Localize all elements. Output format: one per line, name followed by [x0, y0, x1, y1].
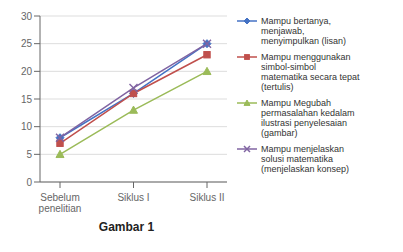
svg-text:Sebelumpenelitian: Sebelumpenelitian	[39, 192, 82, 214]
html-text:Mampu menjelaskan: Mampu menjelaskan	[261, 144, 344, 154]
html-text:solusi matematika: solusi matematika	[261, 154, 333, 164]
html-text:menyimpulkan (lisan): menyimpulkan (lisan)	[261, 36, 346, 46]
svg-text:Siklus II: Siklus II	[189, 192, 224, 203]
html-text:Mampu bertanya,: Mampu bertanya,	[261, 16, 331, 26]
html-text:matematika secara tepat: matematika secara tepat	[261, 72, 360, 82]
svg-text:30: 30	[21, 11, 33, 22]
svg-text:0: 0	[26, 177, 32, 188]
html-text:permasalahan kedalam: permasalahan kedalam	[261, 108, 355, 118]
html-text:(gambar): (gambar)	[261, 128, 298, 138]
svg-text:5: 5	[26, 149, 32, 160]
html-text:(menjelaskan konsep): (menjelaskan konsep)	[261, 164, 349, 174]
svg-text:Siklus I: Siklus I	[117, 192, 149, 203]
svg-text:10: 10	[21, 121, 33, 132]
html-text:simbol-simbol: simbol-simbol	[261, 62, 316, 72]
html-text:Gambar 1: Gambar 1	[98, 220, 155, 234]
html-text:Mampu menggunakan: Mampu menggunakan	[261, 52, 351, 62]
html-text:Mampu Megubah: Mampu Megubah	[261, 98, 331, 108]
html-text:menjawab,: menjawab,	[261, 26, 305, 36]
html-text:(tertulis): (tertulis)	[261, 82, 294, 92]
svg-text:25: 25	[21, 38, 33, 49]
html-text:ilustrasi penyelesaian: ilustrasi penyelesaian	[261, 118, 348, 128]
svg-text:20: 20	[21, 66, 33, 77]
svg-text:15: 15	[21, 94, 33, 105]
